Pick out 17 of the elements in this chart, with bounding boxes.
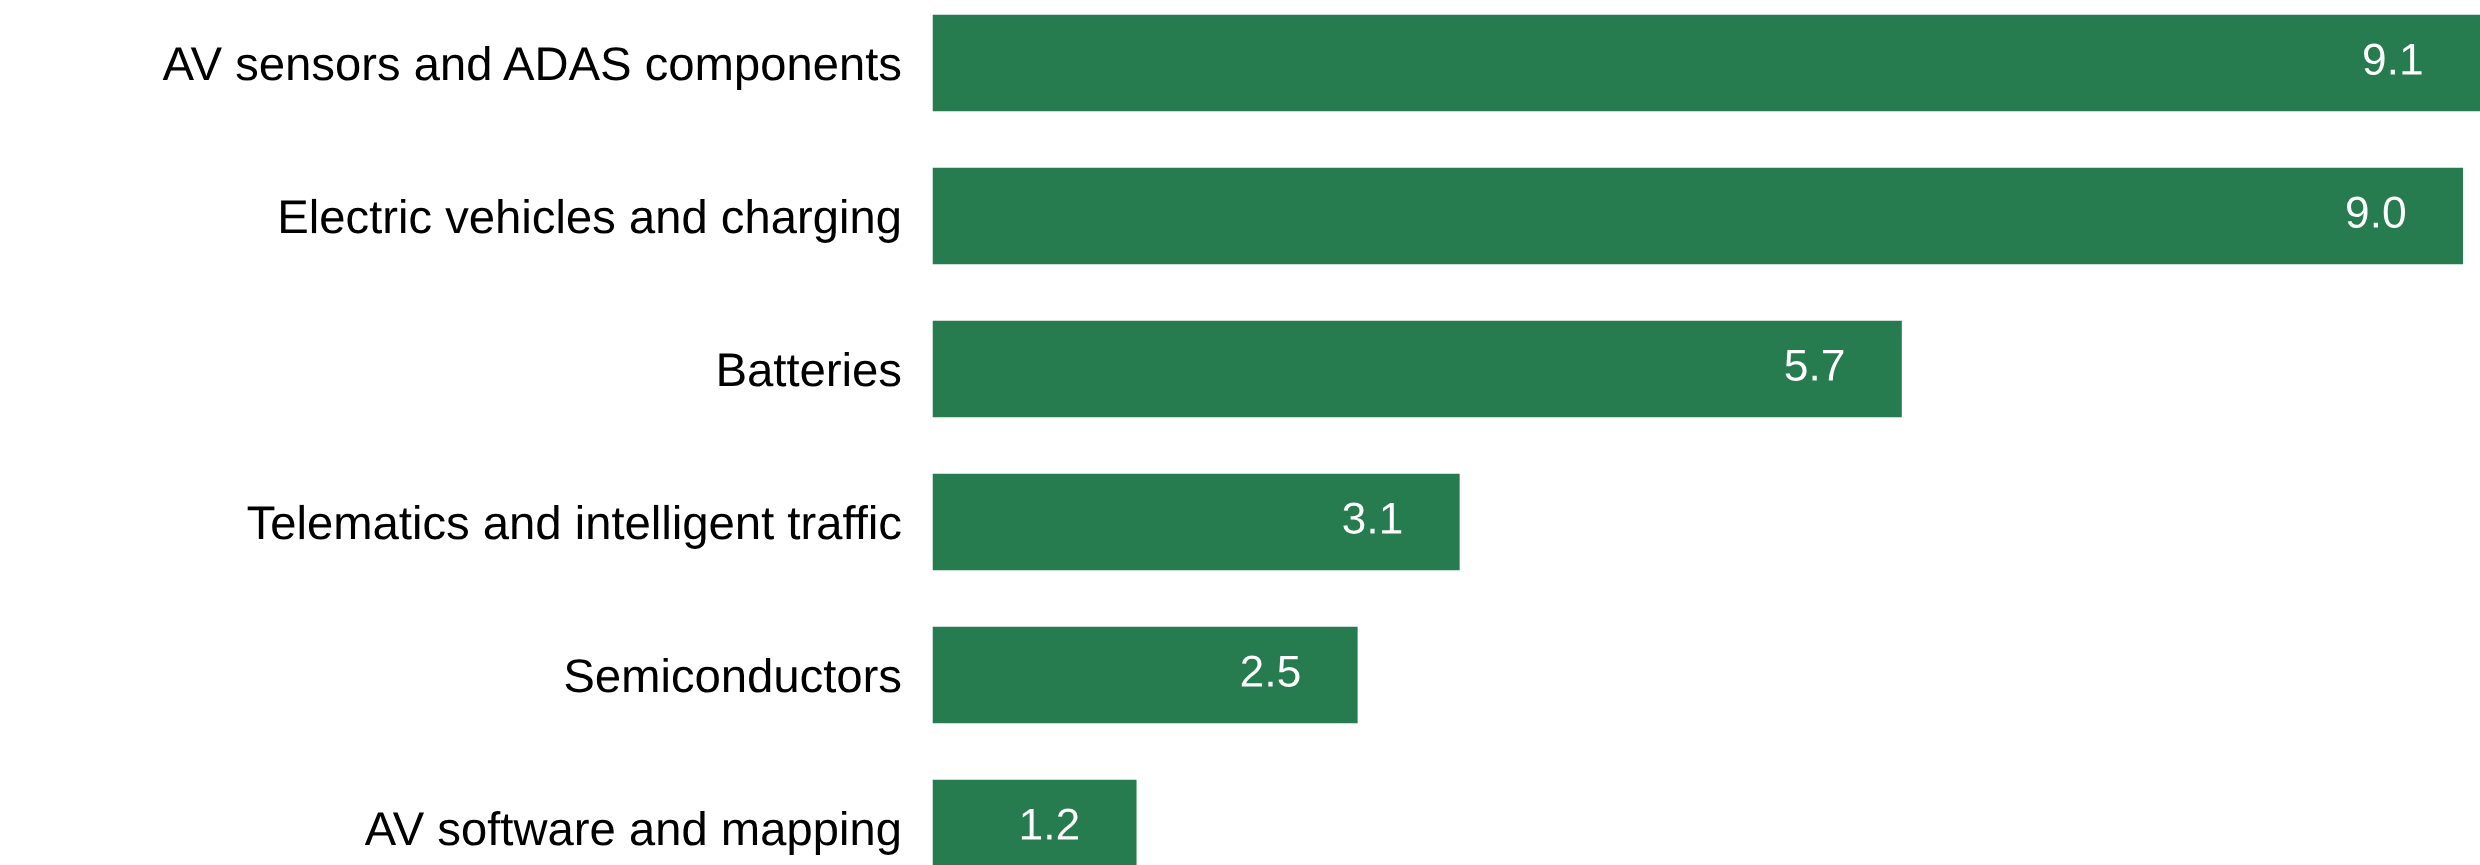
data-label: 5.7 <box>1785 349 1844 381</box>
bar <box>932 167 2463 265</box>
data-label: 1.2 <box>1021 808 1079 840</box>
data-label: 2.5 <box>1241 655 1300 687</box>
data-label: 3.1 <box>1343 502 1402 534</box>
y-tick-label: Semiconductors <box>565 657 901 693</box>
y-tick-label: Batteries <box>719 351 901 387</box>
data-label: 9.1 <box>2364 43 2422 75</box>
bar <box>932 626 1358 724</box>
bar <box>932 320 1902 418</box>
y-tick-label: AV sensors and ADAS components <box>162 45 901 90</box>
data-label: 9.0 <box>2347 196 2405 228</box>
y-tick-label: Telematics and intelligent traffic <box>247 504 901 549</box>
y-tick-label: Electric vehicles and charging <box>281 198 899 243</box>
bar <box>932 14 2480 112</box>
y-tick-label: AV software and mapping <box>364 810 899 855</box>
bar <box>932 473 1460 571</box>
